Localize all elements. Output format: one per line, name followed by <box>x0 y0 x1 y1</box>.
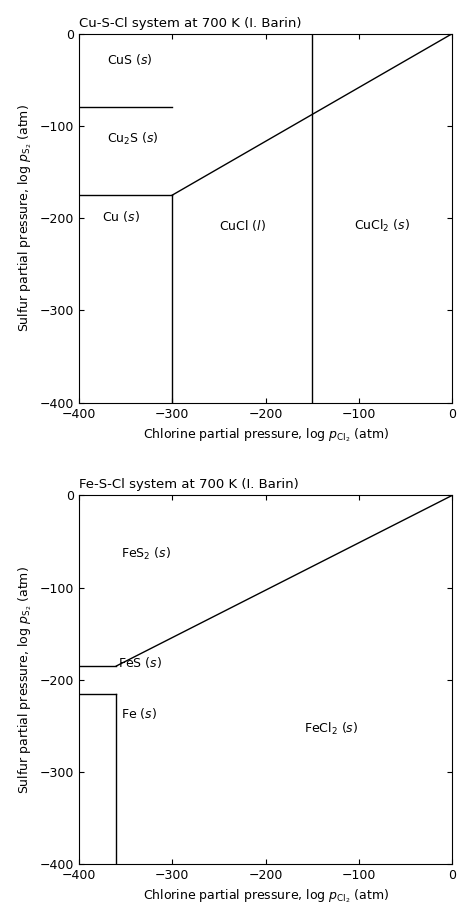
Text: Cu$_2$S ($s$): Cu$_2$S ($s$) <box>107 131 159 147</box>
Text: Fe-S-Cl system at 700 K (I. Barin): Fe-S-Cl system at 700 K (I. Barin) <box>79 479 299 491</box>
Text: CuCl$_2$ ($s$): CuCl$_2$ ($s$) <box>354 219 411 234</box>
Text: Fe ($s$): Fe ($s$) <box>121 705 157 721</box>
Text: Cu ($s$): Cu ($s$) <box>102 209 140 224</box>
X-axis label: Chlorine partial pressure, log $p_{\mathrm{Cl_2}}$ (atm): Chlorine partial pressure, log $p_{\math… <box>142 426 389 443</box>
Text: Cu-S-Cl system at 700 K (I. Barin): Cu-S-Cl system at 700 K (I. Barin) <box>79 17 301 30</box>
Text: FeS ($s$): FeS ($s$) <box>118 655 162 670</box>
Text: FeS$_2$ ($s$): FeS$_2$ ($s$) <box>121 546 171 562</box>
Text: CuCl ($l$): CuCl ($l$) <box>219 219 266 233</box>
Text: FeCl$_2$ ($s$): FeCl$_2$ ($s$) <box>304 721 358 738</box>
X-axis label: Chlorine partial pressure, log $p_{\mathrm{Cl_2}}$ (atm): Chlorine partial pressure, log $p_{\math… <box>142 888 389 905</box>
Text: CuS ($s$): CuS ($s$) <box>107 52 153 67</box>
Y-axis label: Sulfur partial pressure, log $p_{\mathrm{S_2}}$ (atm): Sulfur partial pressure, log $p_{\mathrm… <box>17 104 34 332</box>
Y-axis label: Sulfur partial pressure, log $p_{\mathrm{S_2}}$ (atm): Sulfur partial pressure, log $p_{\mathrm… <box>17 566 34 794</box>
